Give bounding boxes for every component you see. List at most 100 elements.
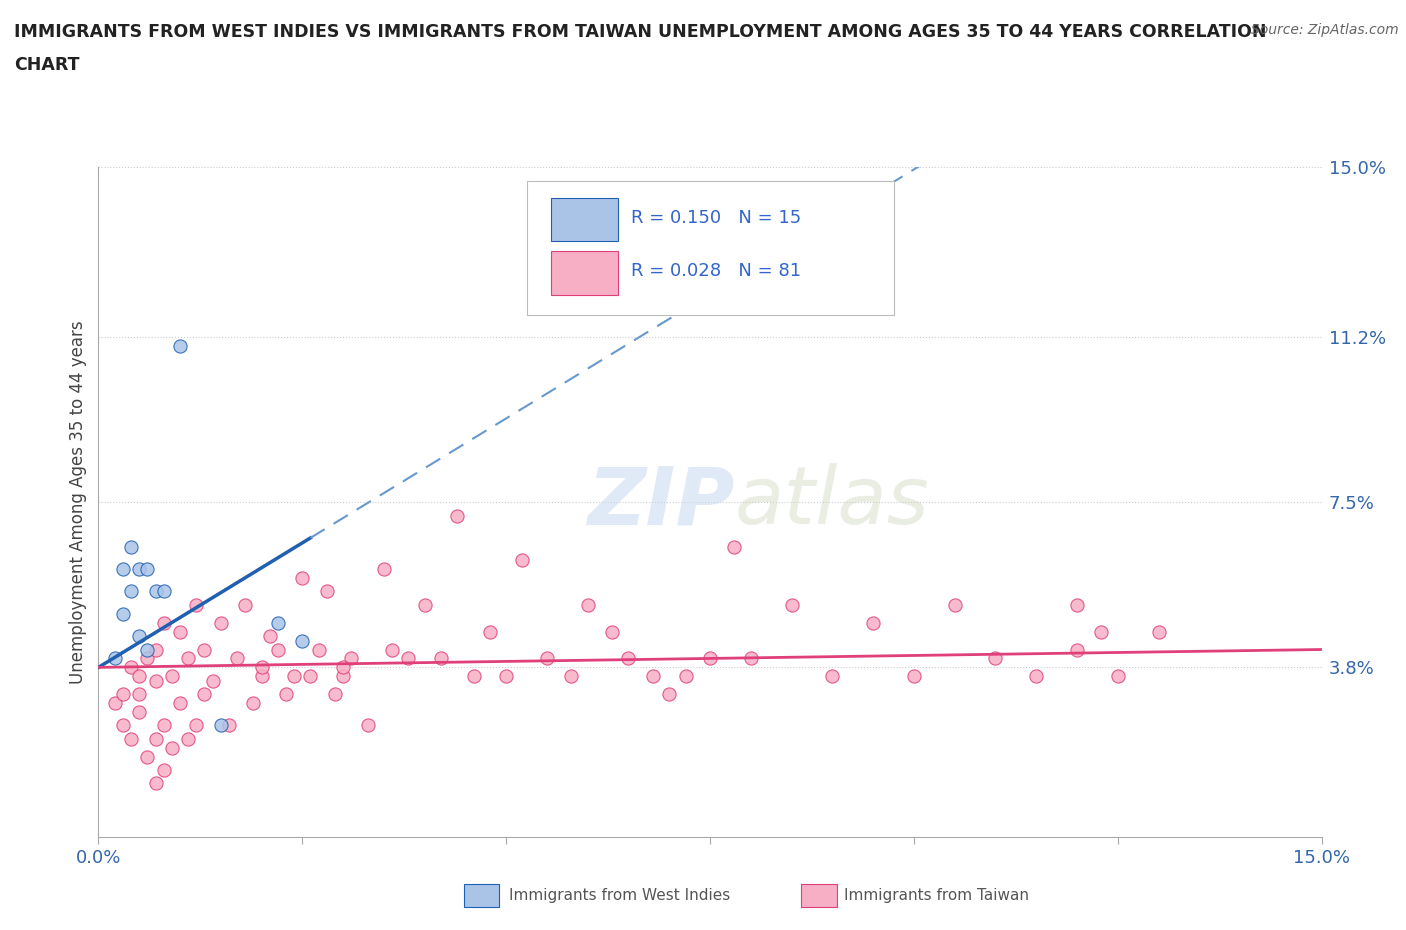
Point (1147, 624, 1170, 639)
Point (177, 651, 200, 666)
Point (1090, 624, 1112, 639)
Point (512, 552, 534, 567)
Text: Immigrants from West Indies: Immigrants from West Indies (509, 888, 730, 903)
Point (332, 669, 354, 684)
Point (104, 651, 127, 666)
Point (160, 740, 183, 755)
Point (495, 669, 517, 684)
Text: IMMIGRANTS FROM WEST INDIES VS IMMIGRANTS FROM TAIWAN UNEMPLOYMENT AMONG AGES 35: IMMIGRANTS FROM WEST INDIES VS IMMIGRANT… (14, 23, 1267, 41)
Point (291, 571, 314, 586)
Point (193, 642, 215, 657)
Point (381, 642, 404, 657)
Point (201, 673, 224, 688)
Point (177, 731, 200, 746)
Point (169, 624, 191, 639)
Point (128, 562, 150, 577)
Point (136, 562, 159, 577)
Point (413, 597, 436, 612)
Point (641, 669, 664, 684)
Point (560, 669, 582, 684)
Point (120, 660, 142, 675)
Point (128, 669, 150, 684)
Point (740, 651, 762, 666)
Point (145, 673, 167, 688)
Point (1025, 669, 1047, 684)
Point (111, 606, 134, 621)
Point (576, 597, 599, 612)
Point (145, 642, 167, 657)
Point (315, 584, 337, 599)
Point (478, 624, 501, 639)
Point (780, 597, 803, 612)
Point (226, 651, 249, 666)
Text: ZIP: ZIP (588, 463, 734, 541)
Point (242, 696, 264, 711)
Point (169, 696, 191, 711)
Point (291, 633, 314, 648)
Point (250, 669, 273, 684)
Point (152, 584, 174, 599)
Point (446, 508, 468, 523)
Text: CHART: CHART (14, 56, 80, 73)
Point (120, 584, 142, 599)
Point (617, 651, 640, 666)
Point (193, 686, 215, 701)
Point (104, 696, 127, 711)
Point (128, 705, 150, 720)
Point (658, 686, 681, 701)
Point (463, 669, 485, 684)
Point (600, 624, 623, 639)
Point (160, 669, 183, 684)
Point (356, 718, 378, 733)
Point (152, 718, 174, 733)
Text: Immigrants from Taiwan: Immigrants from Taiwan (844, 888, 1029, 903)
Point (536, 651, 558, 666)
Point (186, 718, 208, 733)
Point (1107, 669, 1129, 684)
Point (396, 651, 419, 666)
Text: Source: ZipAtlas.com: Source: ZipAtlas.com (1251, 23, 1399, 37)
Point (145, 731, 167, 746)
Point (209, 718, 232, 733)
Point (323, 686, 346, 701)
Point (430, 651, 453, 666)
Y-axis label: Unemployment Among Ages 35 to 44 years: Unemployment Among Ages 35 to 44 years (69, 321, 87, 684)
Point (111, 718, 134, 733)
Point (218, 718, 240, 733)
Point (373, 562, 395, 577)
Point (152, 616, 174, 631)
Point (332, 660, 354, 675)
Point (267, 642, 290, 657)
Point (299, 669, 322, 684)
Point (340, 651, 363, 666)
Point (169, 339, 191, 353)
Point (152, 763, 174, 777)
Point (943, 597, 966, 612)
Point (283, 669, 305, 684)
Point (984, 651, 1007, 666)
Point (723, 539, 745, 554)
Point (821, 669, 844, 684)
FancyBboxPatch shape (526, 180, 894, 314)
Point (136, 651, 159, 666)
Text: atlas: atlas (734, 463, 929, 541)
Point (259, 629, 281, 644)
Point (233, 597, 256, 612)
Point (128, 686, 150, 701)
Point (1066, 642, 1088, 657)
Point (699, 651, 721, 666)
FancyBboxPatch shape (551, 251, 619, 295)
Point (186, 597, 208, 612)
Point (120, 731, 142, 746)
Text: R = 0.150   N = 15: R = 0.150 N = 15 (630, 208, 801, 227)
Point (111, 686, 134, 701)
Point (862, 616, 884, 631)
Point (209, 616, 232, 631)
Point (145, 584, 167, 599)
Point (120, 539, 142, 554)
Point (111, 562, 134, 577)
Point (128, 629, 150, 644)
Point (267, 616, 290, 631)
Point (250, 660, 273, 675)
Point (308, 642, 330, 657)
